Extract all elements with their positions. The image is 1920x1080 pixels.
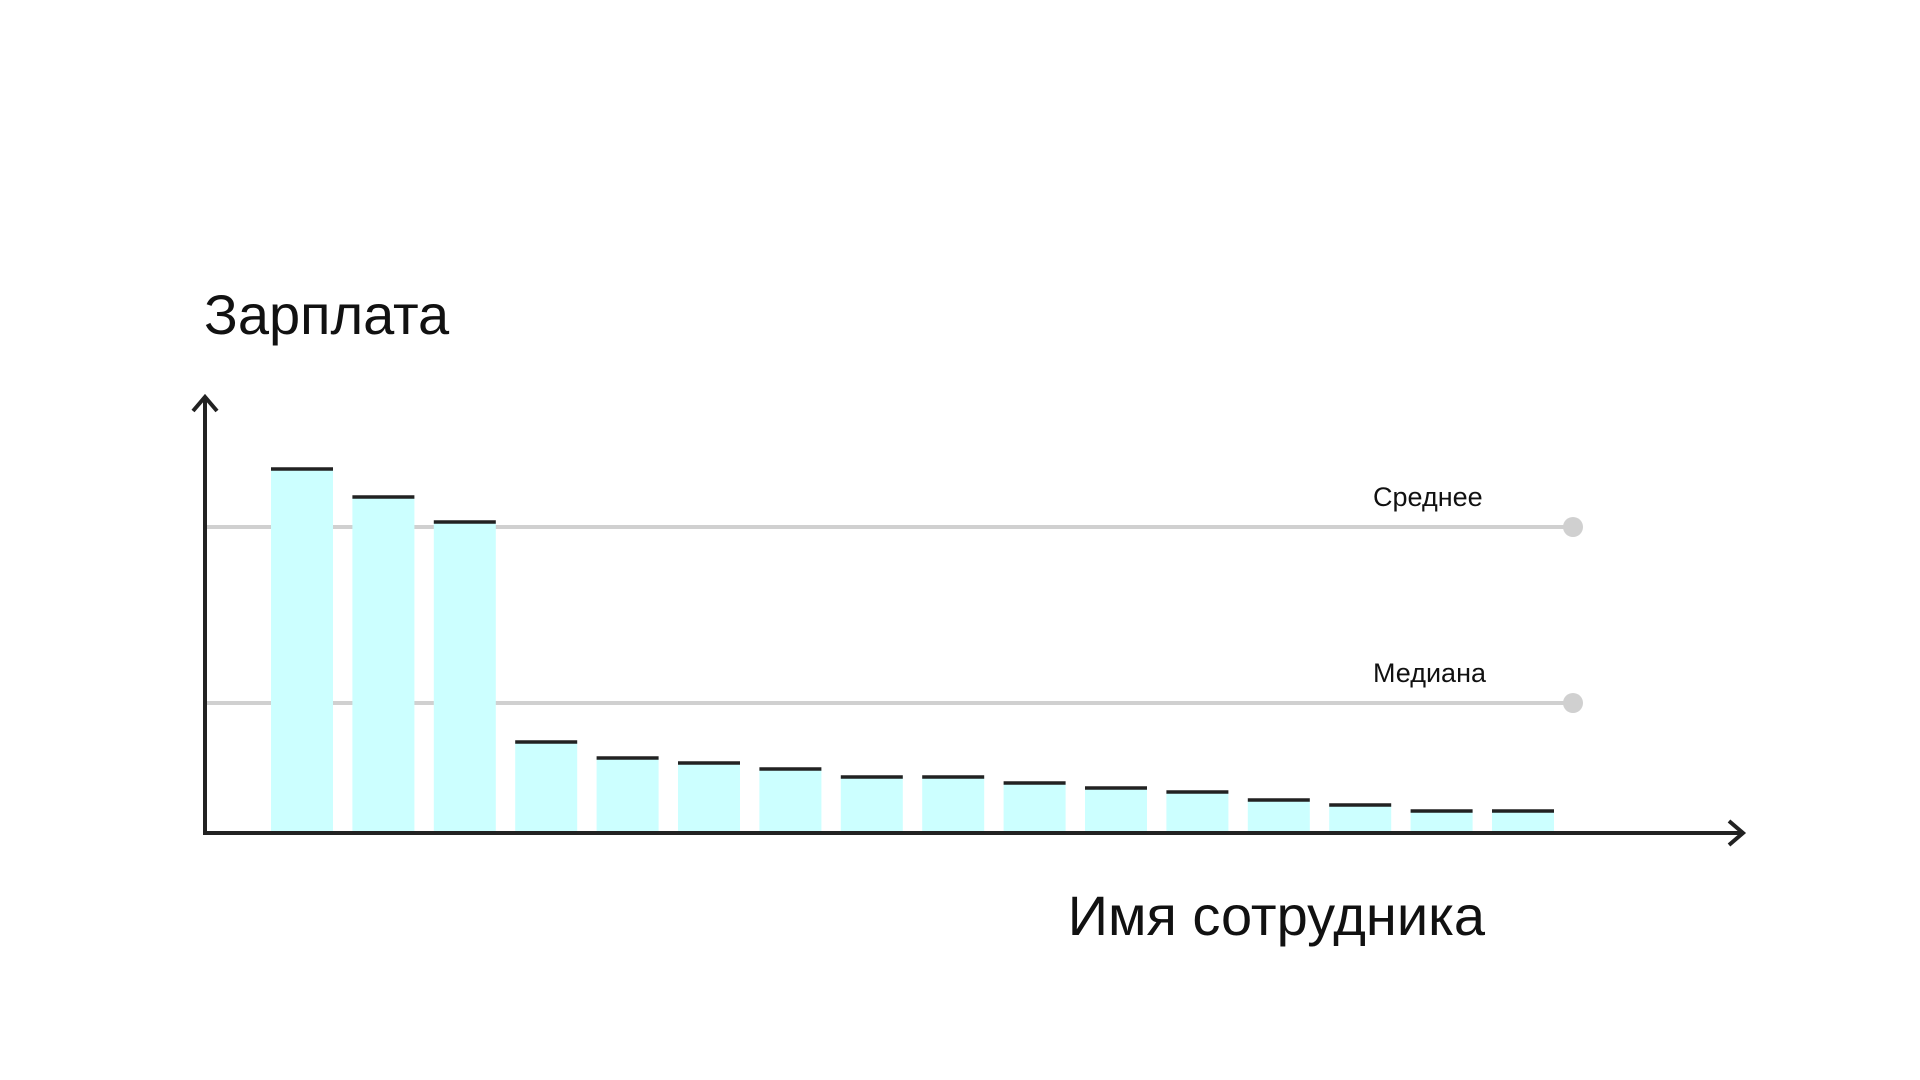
bar-2: [352, 497, 415, 833]
y-axis-label: Зарплата: [204, 283, 450, 346]
bar-12: [1166, 792, 1229, 833]
bar-4: [515, 742, 578, 833]
x-axis-arrowhead: [1727, 819, 1747, 847]
bars: [271, 467, 1554, 833]
median-label: Медиана: [1373, 658, 1487, 688]
mean-line-endpoint: [1563, 517, 1583, 537]
mean-label: Среднее: [1373, 482, 1483, 512]
bar-13: [1247, 800, 1310, 833]
axes: [191, 393, 1747, 847]
bar-8: [840, 777, 903, 833]
bar-6: [678, 763, 740, 833]
reference-lines: Среднее Медиана: [207, 482, 1583, 713]
bar-16: [1492, 811, 1554, 833]
median-line-endpoint: [1563, 693, 1583, 713]
bar-9: [922, 777, 985, 833]
bar-1: [271, 469, 333, 833]
y-axis-arrowhead: [191, 393, 219, 413]
bar-10: [1003, 783, 1066, 833]
bar-5: [596, 758, 659, 833]
bar-14: [1329, 805, 1392, 833]
bar-3: [433, 522, 496, 833]
bar-7: [759, 769, 822, 833]
x-axis-label: Имя сотрудника: [1068, 884, 1486, 947]
bar-15: [1410, 811, 1473, 833]
bar-11: [1085, 788, 1147, 833]
